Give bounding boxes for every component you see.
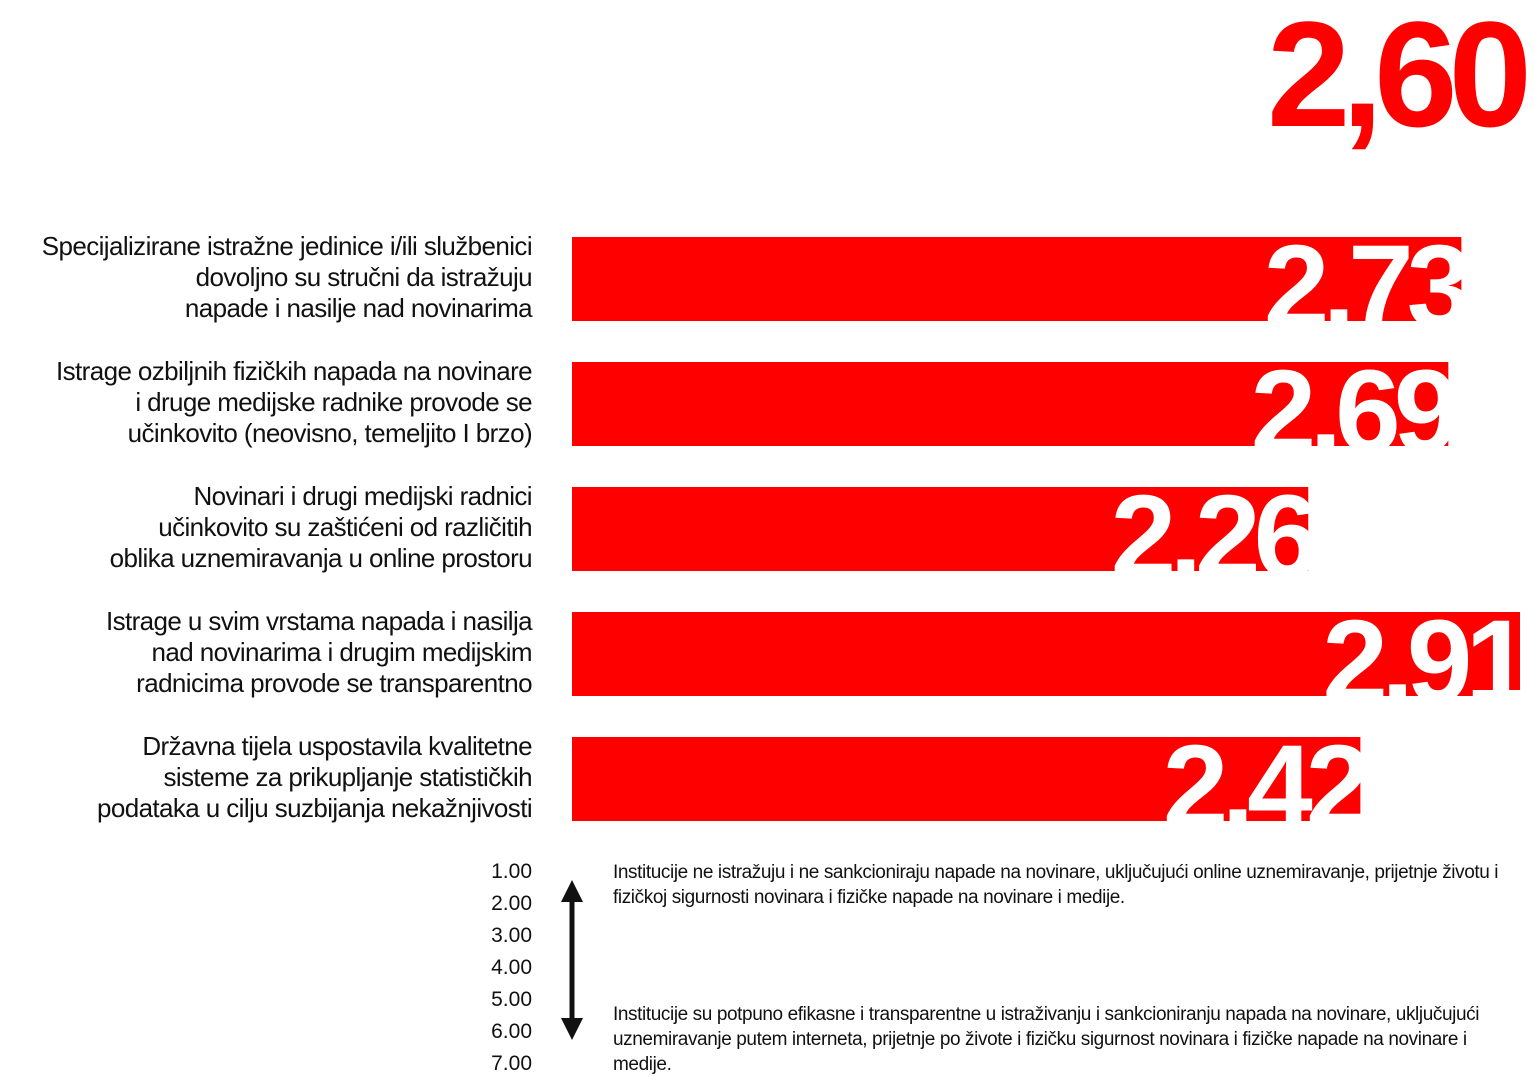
category-label-5: Državna tijela uspostavila kvalitetne sis… [0,731,533,824]
scale-tick-label: 7.00 [491,1052,532,1075]
category-label-line: napade i nasilje nad novinarima [184,293,533,323]
category-label-line: Istrage u svim vrstama napada i nasilja [105,606,533,636]
bar-chart: 2,732,692,262,912,42 [572,221,1528,853]
category-label-line: učinkovito su zaštićeni od različitih [158,512,532,542]
category-label-4: Istrage u svim vrstama napada i nasilja n… [0,606,533,699]
category-label-line: Istrage ozbiljnih fizičkih napada na nov… [56,356,533,386]
scale-tick-label: 5.00 [491,988,532,1011]
bar-value-label-3: 2,26 [1111,471,1316,603]
scale-tick-label: 4.00 [491,956,532,979]
bar-5 [572,737,1361,821]
category-label-line: dovoljno su stručni da istražuju [195,262,533,292]
category-label-line: nad novinarima i drugim medijskim [151,637,533,667]
category-label-line: učinkovito (neovisno, temeljito I brzo) [127,418,533,448]
double-arrow-icon [561,880,583,1040]
category-label-line: i druge medijske radnike provode se [135,387,532,417]
bar-value-label-4: 2,91 [1322,596,1528,728]
category-label-line: Državna tijela uspostavila kvalitetne [142,731,532,761]
category-label-line: Novinari i drugi medijski radnici [193,481,532,511]
scale-tick-label: 3.00 [491,924,532,947]
category-label-3: Novinari i drugi medijski radnici učinkov… [0,481,533,574]
bar-1 [572,237,1462,321]
category-label-2: Istrage ozbiljnih fizičkih napada na nov… [0,356,533,449]
category-label-line: sisteme za prikupljanje statističkih [163,762,532,792]
category-label-1: Specijalizirane istražne jedinice i/ili … [0,231,533,324]
bar-value-label-2: 2,69 [1251,346,1456,478]
scale-high-description: Institucije su potpuno efikasne i transp… [613,1004,1480,1075]
category-label-line: radnicima provode se transparentno [136,668,532,698]
category-label-line: oblika uznemiravanja u online prostoru [109,543,533,573]
category-label-line: Specijalizirane istražne jedinice i/ili … [41,231,533,261]
bar-3 [572,487,1309,571]
bar-4 [572,612,1520,696]
scale-low-description: Institucije ne istražuju i ne sankcionir… [613,862,1499,908]
overall-score: 2,60 [1267,0,1532,158]
scale-tick-label: 1.00 [491,860,532,883]
bar-2 [572,362,1449,446]
bar-value-label-5: 2,42 [1163,721,1367,853]
bar-value-label-1: 2,73 [1264,221,1469,353]
scale-tick-label: 6.00 [491,1020,532,1043]
scale-tick-label: 2.00 [491,892,532,915]
category-label-line: podataka u cilju suzbijanja nekažnjivost… [96,793,533,823]
